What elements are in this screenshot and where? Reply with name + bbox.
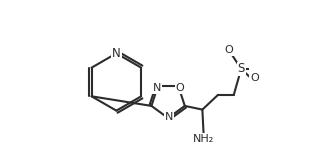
Text: S: S bbox=[237, 62, 245, 75]
Text: N: N bbox=[112, 47, 121, 60]
Text: O: O bbox=[176, 83, 184, 93]
Text: O: O bbox=[251, 73, 259, 83]
Text: O: O bbox=[225, 45, 233, 55]
Text: N: N bbox=[153, 83, 161, 93]
Text: NH₂: NH₂ bbox=[193, 134, 215, 144]
Text: N: N bbox=[165, 112, 173, 122]
